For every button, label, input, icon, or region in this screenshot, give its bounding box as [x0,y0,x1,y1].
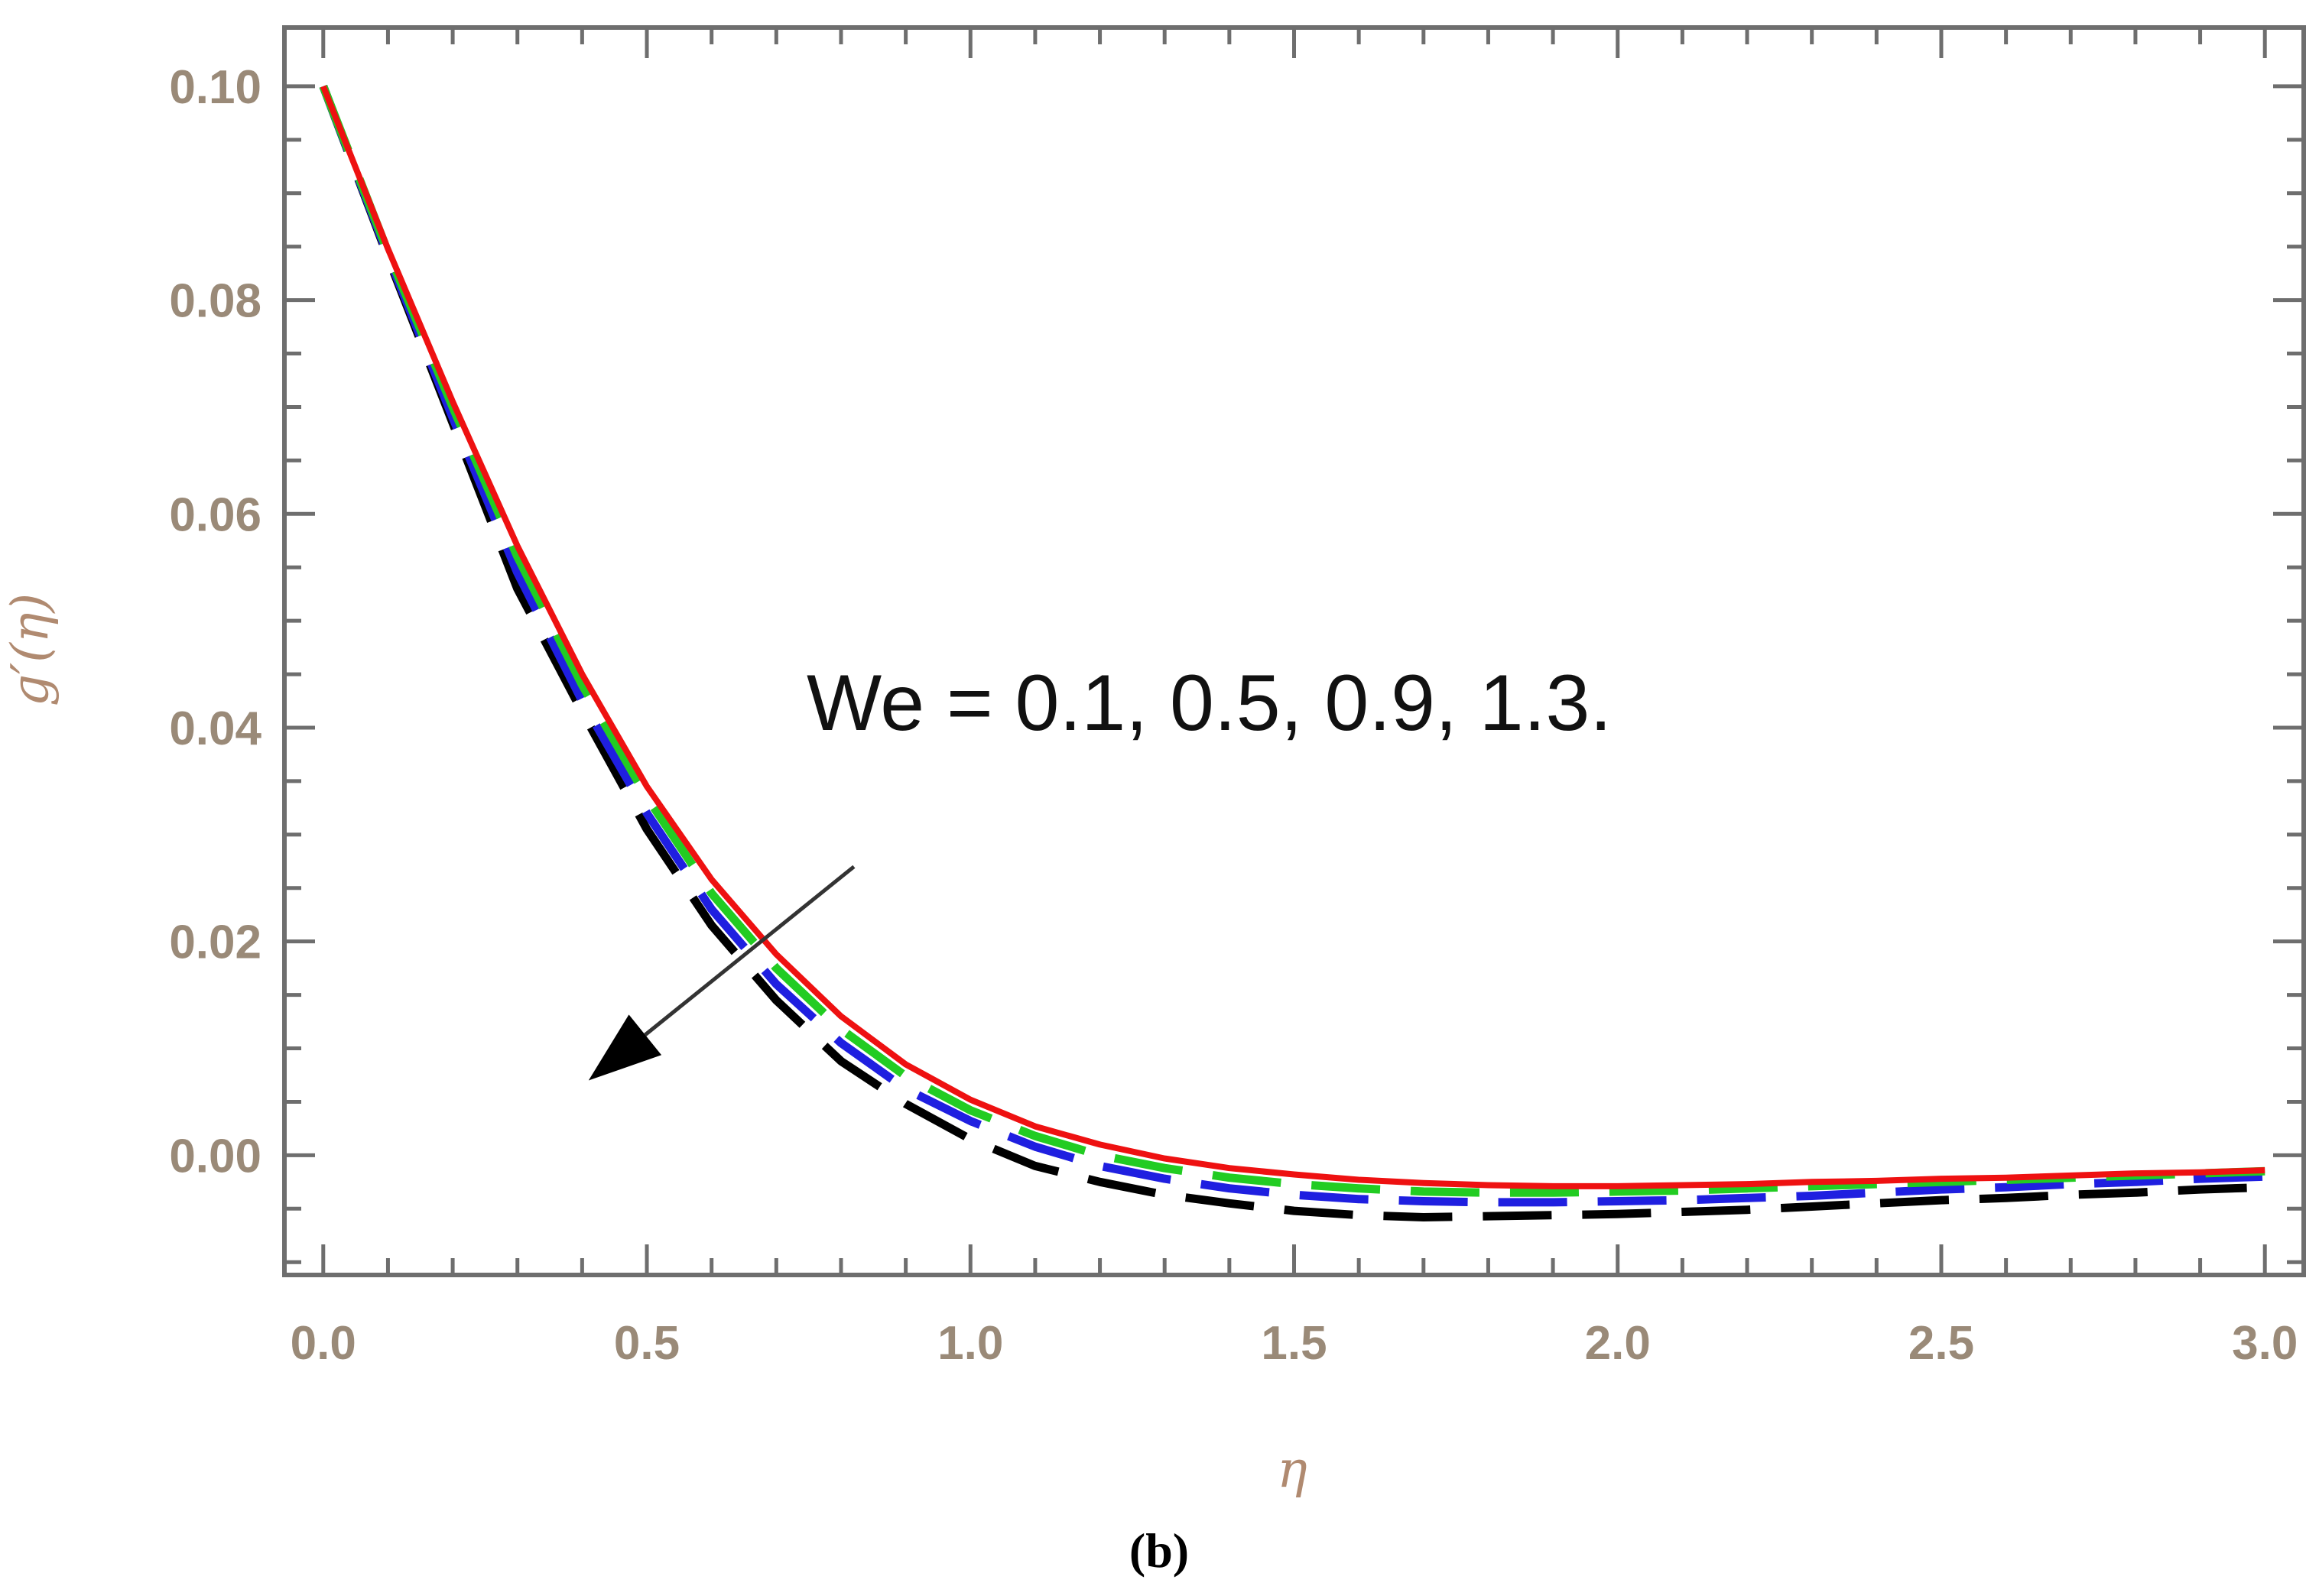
x-tick-label: 3.0 [2232,1317,2298,1370]
x-tick-label: 2.5 [1908,1317,1974,1370]
y-tick-label: 0.02 [169,916,261,969]
x-tick-label: 0.0 [291,1317,356,1370]
x-tick-labels: 0.0 0.5 1.0 1.5 2.0 2.5 3.0 [291,1317,2298,1370]
series-line-2 [319,84,2265,1207]
y-tick-label: 0.08 [169,275,261,328]
series-line-4 [320,85,2265,1189]
y-axis-label: g′(η) [1,593,60,706]
x-tick-label: 1.0 [937,1317,1003,1370]
parameter-annotation: We = 0.1, 0.5, 0.9, 1.3. [807,659,1612,748]
x-axis-label: η [1277,1440,1307,1499]
x-tick-label: 1.5 [1261,1317,1327,1370]
y-tick-label: 0.04 [169,702,261,755]
series-line-3 [319,84,2265,1197]
tick-marks [284,28,2304,1275]
x-tick-label: 2.0 [1585,1317,1651,1370]
y-tick-label: 0.00 [169,1130,261,1182]
arrow-shaft [644,864,856,1036]
series-line-1 [319,84,2265,1221]
y-tick-label: 0.10 [169,61,261,114]
trend-arrow [588,864,856,1081]
y-tick-label: 0.06 [169,488,261,541]
y-tick-labels: 0.00 0.02 0.04 0.06 0.08 0.10 [169,61,261,1182]
series-layer [319,84,2265,1221]
figure-caption: (b) [1129,1523,1189,1578]
x-tick-label: 0.5 [614,1317,680,1370]
arrow-head [588,1014,662,1081]
